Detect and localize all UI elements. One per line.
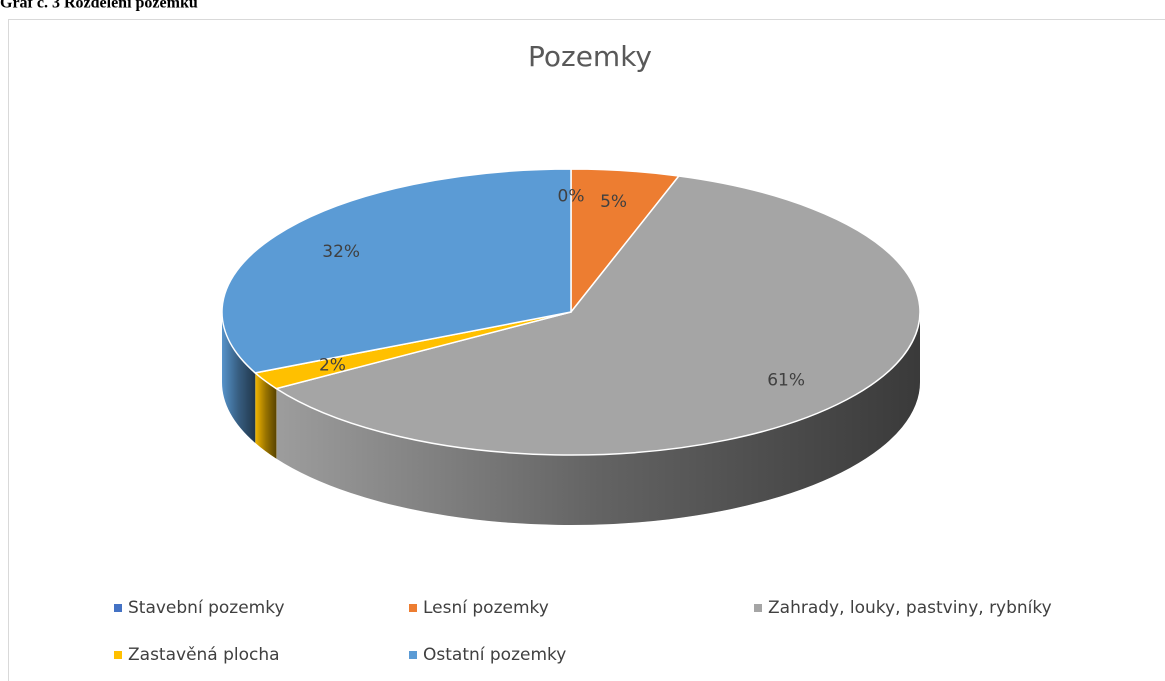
slice-side-shade bbox=[255, 372, 277, 459]
data-label: 2% bbox=[319, 356, 346, 376]
data-label: 32% bbox=[322, 242, 360, 262]
legend-swatch bbox=[114, 651, 122, 659]
legend-label: Ostatní pozemky bbox=[423, 645, 566, 665]
data-label: 0% bbox=[558, 187, 585, 207]
data-label: 61% bbox=[767, 370, 805, 390]
legend-swatch bbox=[754, 604, 762, 612]
slice-side-shade bbox=[276, 312, 920, 526]
legend-label: Zahrady, louky, pastviny, rybníky bbox=[768, 598, 1052, 618]
slice bbox=[274, 175, 921, 456]
legend-label: Zastavěná plocha bbox=[128, 645, 280, 665]
pie: 0% 5% 61% 2% 32% bbox=[221, 168, 921, 526]
legend-label: Stavební pozemky bbox=[128, 598, 285, 618]
legend-label: Lesní pozemky bbox=[423, 598, 549, 618]
slice bbox=[221, 168, 572, 374]
caption: Graf č. 3 Rozdělení pozemků bbox=[0, 0, 198, 12]
chart-frame bbox=[8, 19, 1165, 681]
legend-swatch bbox=[409, 604, 417, 612]
legend-swatch bbox=[409, 651, 417, 659]
legend-swatch bbox=[114, 604, 122, 612]
data-label: 5% bbox=[600, 192, 627, 212]
legend: Stavební pozemky Lesní pozemky Zahrady, lo… bbox=[114, 598, 1052, 665]
chart-title: Pozemky bbox=[528, 40, 652, 73]
